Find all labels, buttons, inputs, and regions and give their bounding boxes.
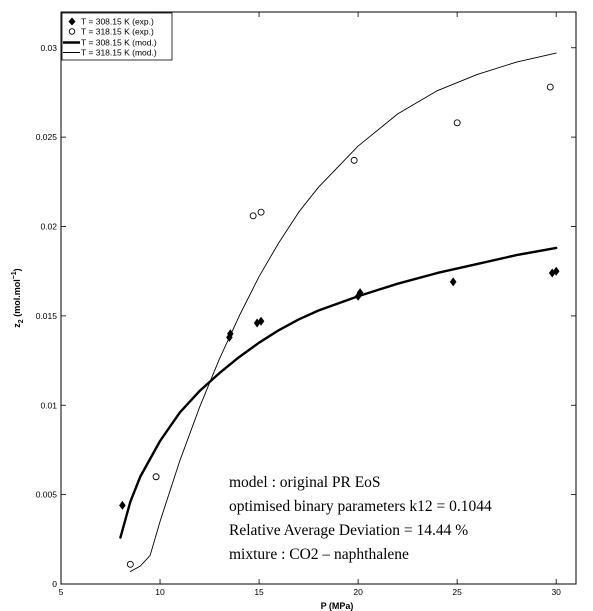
y-axis-title: z2 (mol.mol−1): [11, 268, 25, 327]
x-axis-title: P (MPa): [321, 601, 354, 611]
y-tick-label: 0.03: [40, 43, 57, 53]
circle-marker-icon: [68, 28, 76, 35]
series-layer: [119, 52, 560, 572]
y-tick-label: 0: [52, 579, 57, 589]
data-point-diamond: [257, 316, 265, 326]
annotation-model: model : original PR EoS: [229, 474, 381, 491]
x-tick-label: 30: [551, 587, 561, 597]
plot-frame: [60, 11, 577, 585]
data-point-circle: [546, 83, 554, 91]
data-point-circle: [453, 119, 461, 127]
x-tick-label: 20: [353, 587, 363, 597]
annotation-deviation: Relative Average Deviation = 14.44 %: [229, 522, 468, 539]
data-point-circle: [257, 208, 265, 216]
diamond-marker-icon: [68, 17, 76, 26]
data-point-diamond: [449, 277, 457, 287]
series-2: [119, 246, 558, 539]
x-tick-label: 25: [452, 587, 462, 597]
data-point-circle: [249, 212, 257, 220]
y-axis-title-superscript: −1: [11, 271, 18, 279]
legend: T = 308.15 K (exp.) T = 318.15 K (exp.) …: [61, 12, 173, 61]
y-tick-label: 0.01: [40, 400, 57, 410]
annotation-block: model : original PR EoS optimised binary…: [229, 474, 492, 563]
annotation-parameters: optimised binary parameters k12 = 0.1044: [229, 498, 492, 515]
legend-label-318-exp: T = 318.15 K (exp.): [81, 27, 154, 37]
y-tick-label: 0.025: [36, 132, 58, 142]
y-axis-title-close: ): [12, 268, 22, 271]
legend-entry-308-mod: T = 308.15 K (mod.): [63, 38, 157, 48]
y-axis-title-main: z: [12, 323, 22, 328]
axes-layer: 5 10 15 20 25 30 0 0.005 0.01 0.015 0.02 0.025 0.03: [36, 11, 577, 597]
legend-entry-318-exp: T = 318.15 K (exp.): [68, 27, 154, 37]
legend-entry-318-mod: T = 318.15 K (mod.): [63, 48, 157, 58]
data-point-circle: [152, 473, 160, 481]
annotation-mixture: mixture : CO2 – naphthalene: [229, 546, 409, 563]
y-tick-label: 0.005: [36, 490, 58, 500]
y-tick-label: 0.02: [40, 222, 57, 232]
x-tick-label: 15: [254, 587, 264, 597]
series-3: [129, 52, 557, 572]
data-point-diamond: [552, 266, 560, 276]
model-line-318: [129, 52, 557, 572]
data-point-circle: [350, 156, 358, 164]
legend-label-318-mod: T = 318.15 K (mod.): [81, 48, 157, 58]
legend-box: [61, 12, 173, 61]
legend-entry-308-exp: T = 308.15 K (exp.): [68, 17, 154, 27]
legend-label-308-mod: T = 308.15 K (mod.): [81, 38, 157, 48]
model-line-308: [119, 246, 558, 539]
x-tick-label: 10: [155, 587, 165, 597]
y-axis-title-unit: (mol.mol: [12, 279, 22, 319]
x-tick-label: 5: [59, 587, 64, 597]
series-1: [126, 83, 554, 568]
legend-label-308-exp: T = 308.15 K (exp.): [81, 17, 154, 27]
data-point-circle: [126, 560, 134, 568]
y-axis-title-subscript: 2: [18, 319, 25, 323]
data-point-diamond: [119, 500, 126, 510]
y-tick-label: 0.015: [36, 311, 58, 321]
